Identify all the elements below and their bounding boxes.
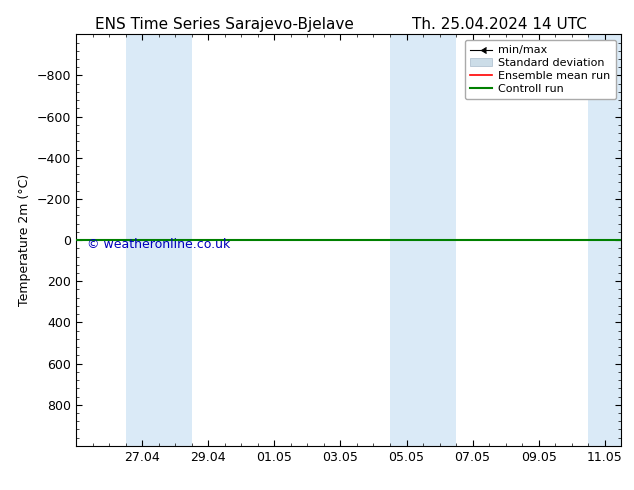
- Bar: [588, 34, 621, 446]
- Legend: min/max, Standard deviation, Ensemble mean run, Controll run: min/max, Standard deviation, Ensemble me…: [465, 40, 616, 99]
- Y-axis label: Temperature 2m (°C): Temperature 2m (°C): [18, 174, 31, 306]
- Bar: [126, 34, 191, 446]
- Text: Th. 25.04.2024 14 UTC: Th. 25.04.2024 14 UTC: [412, 17, 587, 32]
- Text: ENS Time Series Sarajevo-Bjelave: ENS Time Series Sarajevo-Bjelave: [95, 17, 354, 32]
- Bar: [390, 34, 456, 446]
- Text: © weatheronline.co.uk: © weatheronline.co.uk: [87, 238, 230, 251]
